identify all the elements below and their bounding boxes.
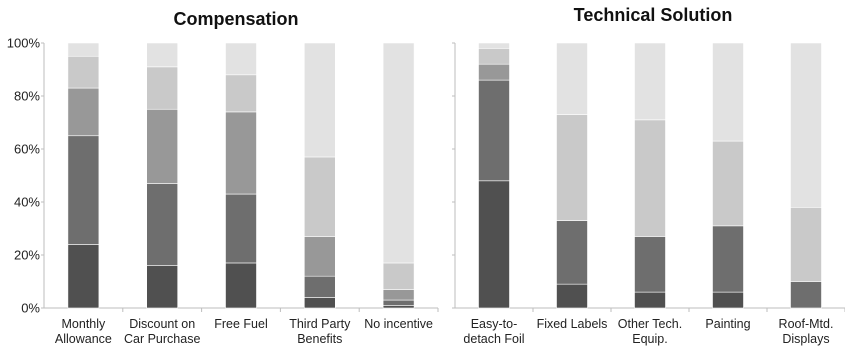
chart-1-bar-segment bbox=[382, 289, 415, 301]
chart-2-bar-segment bbox=[556, 114, 588, 221]
chart-2-category-label: Painting bbox=[705, 317, 750, 331]
chart-1-bar-segment bbox=[303, 236, 336, 277]
chart-2-bar-segment bbox=[478, 42, 510, 49]
chart-1-bar-segment bbox=[67, 87, 100, 137]
chart-2-bar-segment bbox=[790, 281, 822, 309]
chart-1-bar-segment bbox=[67, 244, 100, 309]
chart-2-category-label: Other Tech. bbox=[618, 317, 682, 331]
chart-2-bar-segment bbox=[790, 207, 822, 282]
chart-1-y-tick-label: 60% bbox=[14, 142, 40, 157]
chart-2-bar-segment bbox=[634, 291, 666, 309]
chart-1-y-tick-label: 20% bbox=[14, 248, 40, 263]
chart-1-bar-segment bbox=[303, 275, 336, 298]
chart-2-category-label: Roof-Mtd. bbox=[779, 317, 834, 331]
chart-2-bar-segment bbox=[712, 291, 744, 309]
chart-1-bar-segment bbox=[225, 193, 257, 264]
chart-1-bar-segment bbox=[382, 42, 415, 264]
chart-2-title: Technical Solution bbox=[574, 5, 733, 25]
chart-1-category-label: Discount on bbox=[129, 317, 195, 331]
chart-2-category-label: detach Foil bbox=[463, 332, 524, 346]
chart-1-bar-segment bbox=[303, 297, 336, 309]
chart-1-bar-segment bbox=[146, 66, 178, 110]
chart-2-bar-segment bbox=[478, 180, 510, 309]
chart-1-y-tick-label: 40% bbox=[14, 195, 40, 210]
chart-1-y-tick-label: 0% bbox=[21, 301, 40, 316]
chart-1-bar-segment bbox=[67, 55, 100, 89]
chart-1-category-label: Third Party bbox=[289, 317, 351, 331]
chart-1-y-tick-label: 100% bbox=[7, 36, 41, 51]
chart-2-bar-segment bbox=[556, 42, 588, 115]
chart-2-bar-segment bbox=[478, 63, 510, 81]
chart-1-bar-segment bbox=[303, 42, 336, 158]
chart-1-category-label: No incentive bbox=[364, 317, 433, 331]
chart-1-category-label: Car Purchase bbox=[124, 332, 200, 346]
chart-1-bar-segment bbox=[225, 111, 257, 195]
chart-2-category-label: Equip. bbox=[632, 332, 667, 346]
chart-1-category-label: Free Fuel bbox=[214, 317, 268, 331]
chart-2-category-label: Easy-to- bbox=[471, 317, 518, 331]
chart-1-bar-segment bbox=[146, 42, 178, 68]
chart-2-bar-segment bbox=[712, 140, 744, 227]
chart-1-bar-segment bbox=[225, 42, 257, 76]
chart-1-bar-segment bbox=[382, 299, 415, 306]
chart-1-bar-segment bbox=[146, 265, 178, 309]
chart-2-bar-segment bbox=[712, 225, 744, 293]
chart-1-bar-segment bbox=[382, 262, 415, 290]
chart-2-bar-segment bbox=[478, 47, 510, 65]
chart-1-bar-segment bbox=[225, 74, 257, 113]
chart-1-bar-segment bbox=[146, 183, 178, 266]
chart-2-bar-segment bbox=[634, 119, 666, 237]
chart-1-bar-segment bbox=[303, 156, 336, 237]
chart-2-bar-segment bbox=[556, 283, 588, 309]
chart-1-bar-segment bbox=[67, 135, 100, 245]
chart-1-bar-segment bbox=[382, 305, 415, 309]
chart-2-bar-segment bbox=[556, 220, 588, 285]
chart-1-category-label: Monthly bbox=[62, 317, 107, 331]
chart-2-category-label: Displays bbox=[782, 332, 829, 346]
chart-1-title: Compensation bbox=[173, 9, 298, 29]
chart-1-bar-segment bbox=[225, 262, 257, 309]
chart-2-bar-segment bbox=[634, 42, 666, 121]
chart-2-bar-segment bbox=[790, 42, 822, 208]
chart-1-category-label: Allowance bbox=[55, 332, 112, 346]
chart-2-bar-segment bbox=[634, 236, 666, 293]
chart-2-bar-segment bbox=[712, 42, 744, 142]
chart-1-y-tick-label: 80% bbox=[14, 89, 40, 104]
chart-1-bar-segment bbox=[67, 42, 100, 57]
chart-2-bar-segment bbox=[478, 79, 510, 182]
chart-1-category-label: Benefits bbox=[297, 332, 342, 346]
chart-1-bar-segment bbox=[146, 108, 178, 184]
chart-2-category-label: Fixed Labels bbox=[537, 317, 608, 331]
